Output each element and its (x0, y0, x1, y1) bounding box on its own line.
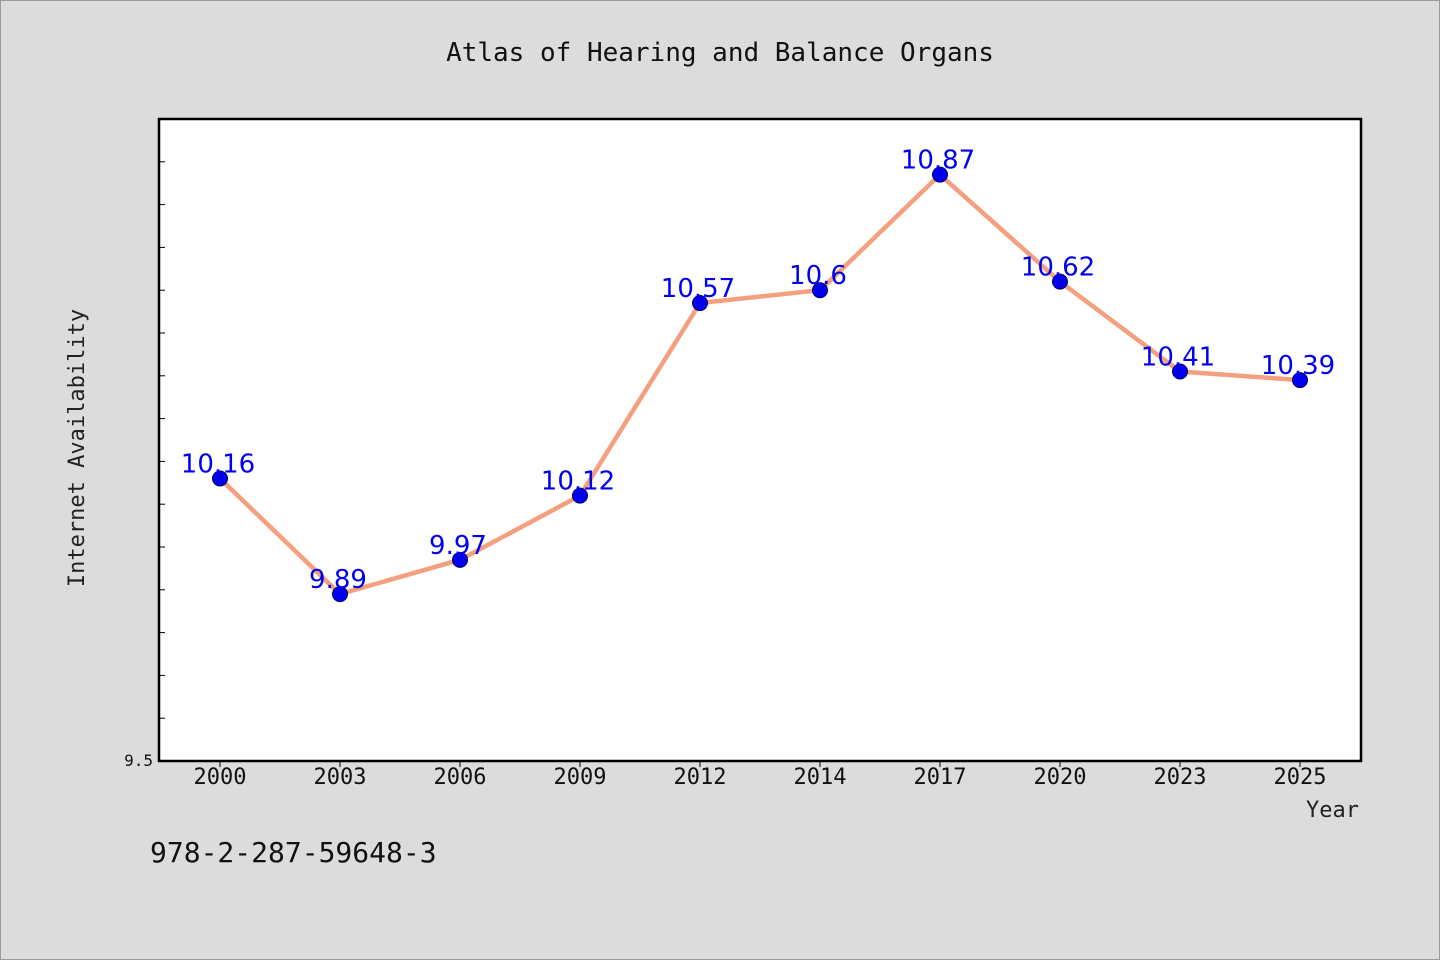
series-line (217, 172, 1303, 597)
data-label: 10.39 (1261, 351, 1335, 381)
data-point (1292, 372, 1308, 389)
chart-title: Atlas of Hearing and Balance Organs (446, 38, 994, 68)
data-point (452, 551, 468, 568)
x-tick-label: 2012 (674, 765, 727, 790)
y-tick-label: 9.5 (124, 751, 153, 770)
series-layer (212, 166, 1308, 603)
x-tick-label: 2014 (794, 765, 847, 790)
data-point (572, 487, 588, 504)
y-axis-ticks: 9.5 (124, 118, 165, 770)
x-tick-label: 2017 (914, 765, 967, 790)
x-axis-ticks: 2000 2003 2006 2009 2012 2014 2017 2020 2023 2025 (194, 761, 1327, 790)
plot-area (157, 117, 1363, 763)
data-label: 10.87 (901, 146, 975, 176)
x-tick-label: 2023 (1154, 765, 1207, 790)
x-axis-label: Year (1306, 798, 1359, 823)
y-axis-label: Internet Availability (65, 309, 90, 587)
data-point (692, 295, 708, 312)
data-label: 10.41 (1141, 343, 1215, 373)
data-label: 10.57 (661, 274, 735, 304)
data-point (212, 470, 228, 487)
x-tick-label: 2003 (314, 765, 367, 790)
data-label: 10.12 (541, 467, 615, 497)
data-point (812, 282, 828, 299)
data-point (1052, 273, 1068, 290)
data-label: 10.16 (181, 450, 255, 480)
x-tick-label: 2025 (1274, 765, 1327, 790)
data-label: 9.97 (429, 531, 487, 561)
isbn-text: 978-2-287-59648-3 (150, 836, 437, 869)
data-label: 10.62 (1021, 253, 1095, 283)
data-point (1172, 363, 1188, 380)
data-point (932, 166, 948, 183)
data-label: 9.89 (309, 565, 367, 595)
x-tick-label: 2006 (434, 765, 487, 790)
x-tick-label: 2000 (194, 765, 247, 790)
x-tick-label: 2009 (554, 765, 607, 790)
data-label: 10.6 (789, 261, 847, 291)
x-tick-label: 2020 (1034, 765, 1087, 790)
data-labels-layer: 10.16 9.89 9.97 10.12 10.57 10.6 10.87 10.62 10.… (181, 146, 1335, 595)
data-point (332, 586, 348, 603)
